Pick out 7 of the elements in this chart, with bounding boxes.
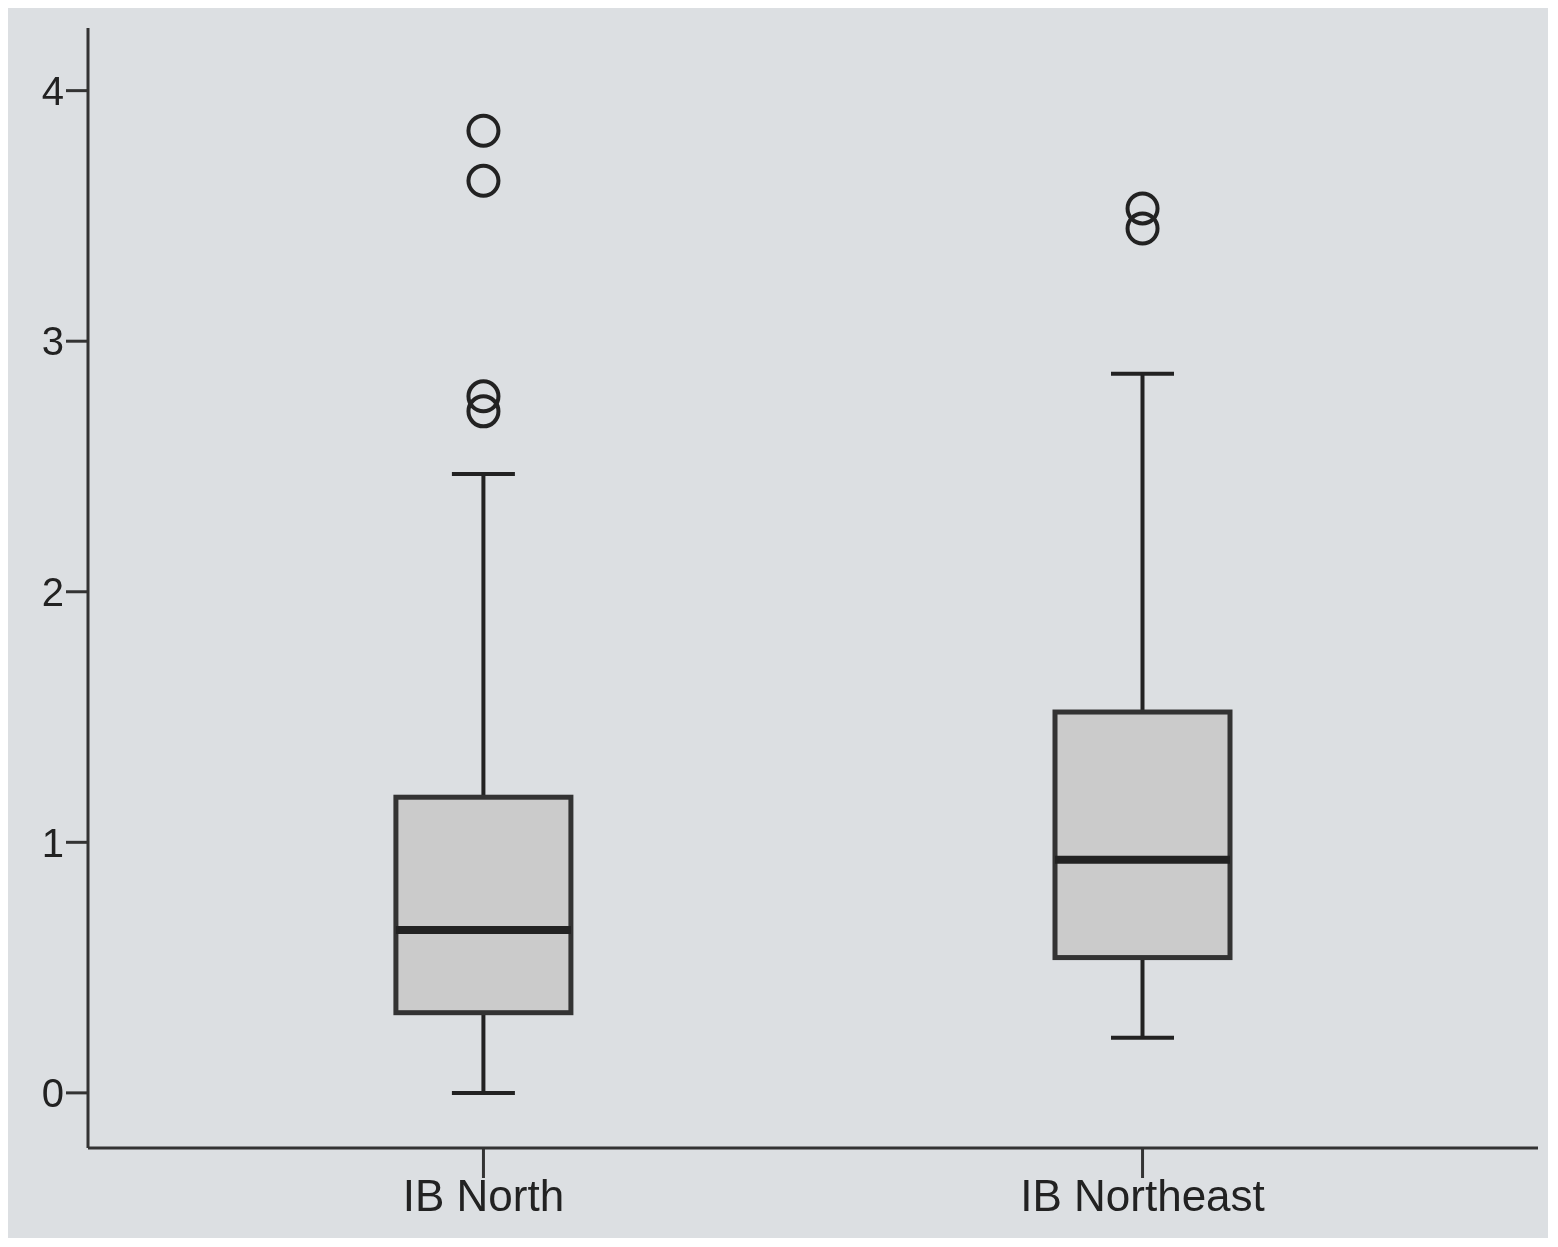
y-tick-label: 3 xyxy=(41,319,64,364)
x-tick-label: IB North xyxy=(402,1171,565,1221)
y-tick-label: 2 xyxy=(41,569,64,614)
y-tick-label: 1 xyxy=(41,820,64,865)
x-tick-label: IB Northeast xyxy=(1020,1171,1265,1221)
y-tick-label: 0 xyxy=(41,1071,64,1116)
y-tick-label: 4 xyxy=(41,68,64,113)
